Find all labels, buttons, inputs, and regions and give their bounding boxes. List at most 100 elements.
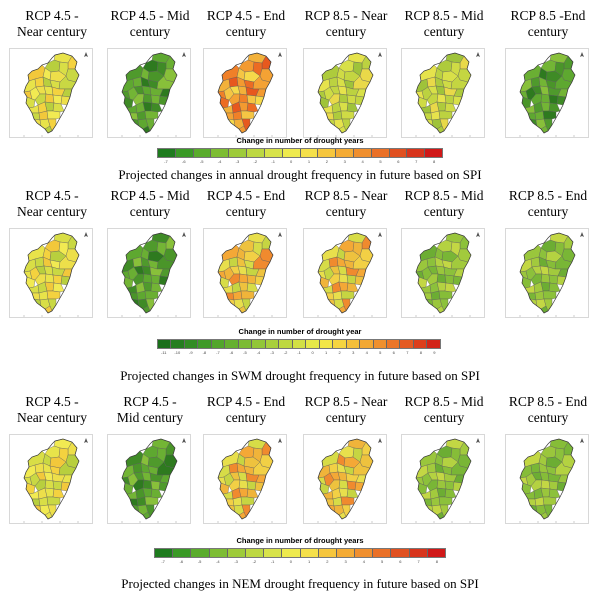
state-outline xyxy=(415,232,472,314)
district-region xyxy=(246,102,259,113)
panel-title: RCP 4.5 - Mid century xyxy=(116,394,184,425)
legend-tick: 1 xyxy=(308,559,311,564)
legend-tick: 7 xyxy=(417,559,420,564)
map-frame xyxy=(203,228,287,318)
district-region xyxy=(44,93,55,104)
legend-color-bar xyxy=(157,148,443,158)
legend-tick: 0 xyxy=(311,350,314,355)
tamil-nadu-map xyxy=(217,438,282,523)
legend-tick: -5 xyxy=(199,159,204,164)
district-region xyxy=(238,93,249,104)
district-region xyxy=(346,488,359,499)
legend-swatch xyxy=(333,340,347,348)
district-group xyxy=(23,52,80,134)
state-outline xyxy=(519,232,576,314)
north-arrow-icon xyxy=(580,438,584,443)
annual-legend: Change in number of drought years -7 -6 -5… xyxy=(0,136,600,166)
legend-swatch xyxy=(300,549,319,557)
panel-title: RCP 8.5 - Near century xyxy=(304,394,388,425)
legend-swatch xyxy=(389,149,408,157)
legend-swatch xyxy=(211,149,230,157)
north-arrow-icon xyxy=(182,438,186,443)
district-region xyxy=(436,93,447,104)
district-group xyxy=(23,438,80,520)
state-outline xyxy=(519,52,576,134)
district-region xyxy=(246,480,257,491)
legend-swatch xyxy=(306,340,320,348)
nem-caption: Projected changes in NEM drought frequen… xyxy=(121,576,479,591)
legend-swatch xyxy=(175,149,194,157)
district-group xyxy=(415,232,472,314)
legend-tick: 0 xyxy=(289,559,292,564)
legend-tick: 2 xyxy=(326,559,329,564)
legend-swatch xyxy=(318,149,337,157)
state-outline xyxy=(217,438,274,520)
legend-tick: 2 xyxy=(338,350,341,355)
legend-tick: 3 xyxy=(343,159,346,164)
legend-tick: 9 xyxy=(433,350,436,355)
north-arrow-icon xyxy=(84,438,88,443)
district-region xyxy=(52,480,63,491)
legend-swatch xyxy=(360,340,374,348)
district-region xyxy=(142,273,153,284)
panel-title: RCP 4.5 - Near century xyxy=(16,188,88,219)
legend-tick-labels: -7 -6 -5 -4 -3 -2 -1 0 1 2 3 4 5 6 7 8 xyxy=(157,159,443,164)
map-frame xyxy=(505,434,589,524)
district-region xyxy=(444,94,455,105)
district-group xyxy=(23,232,80,314)
legend-swatch xyxy=(373,549,392,557)
state-outline xyxy=(415,438,472,520)
tamil-nadu-map xyxy=(519,232,584,317)
north-arrow-icon xyxy=(476,52,480,57)
district-region xyxy=(340,290,355,300)
panel-title: RCP 8.5 - Near century xyxy=(304,188,388,219)
state-outline xyxy=(217,232,274,314)
district-region xyxy=(548,274,559,285)
legend-swatch xyxy=(409,549,428,557)
district-region xyxy=(548,480,559,491)
panel-title: RCP 8.5 - End century xyxy=(508,188,588,219)
north-arrow-icon xyxy=(378,52,382,57)
panel-title: RCP 4.5 - End century xyxy=(206,8,286,39)
north-arrow-icon xyxy=(84,52,88,57)
district-region xyxy=(346,282,359,293)
legend-swatch xyxy=(193,149,212,157)
tamil-nadu-map xyxy=(415,52,480,137)
map-frame xyxy=(9,228,93,318)
district-region xyxy=(548,488,561,499)
panel-title: RCP 4.5 - Near century xyxy=(16,8,88,39)
district-region xyxy=(338,479,349,490)
district-region xyxy=(328,462,339,474)
district-region xyxy=(246,488,259,499)
district-region xyxy=(328,76,339,88)
district-region xyxy=(44,479,55,490)
district-region xyxy=(34,462,45,474)
district-region xyxy=(540,273,551,284)
legend-tick: -5 xyxy=(197,559,202,564)
legend-swatch xyxy=(238,340,253,348)
legend-swatch xyxy=(336,149,354,157)
map-frame xyxy=(401,228,485,318)
district-region xyxy=(548,282,561,293)
district-region xyxy=(438,496,453,506)
tamil-nadu-map xyxy=(23,232,88,317)
legend-swatch xyxy=(346,340,361,348)
legend-swatch xyxy=(184,340,199,348)
district-region xyxy=(436,273,447,284)
legend-swatch xyxy=(173,549,192,557)
district-region xyxy=(52,102,65,113)
legend-swatch xyxy=(427,340,440,348)
legend-tick: -4 xyxy=(217,159,222,164)
tamil-nadu-map xyxy=(519,52,584,137)
district-region xyxy=(52,282,65,293)
district-region xyxy=(346,480,357,491)
map-frame xyxy=(303,228,387,318)
legend-swatch xyxy=(355,549,374,557)
legend-swatch xyxy=(427,549,445,557)
district-region xyxy=(548,102,561,113)
panel-title: RCP 4.5 - Near century xyxy=(16,394,88,425)
district-region xyxy=(328,256,339,268)
legend-swatch xyxy=(336,549,356,557)
district-region xyxy=(436,479,447,490)
tamil-nadu-map xyxy=(317,438,382,523)
